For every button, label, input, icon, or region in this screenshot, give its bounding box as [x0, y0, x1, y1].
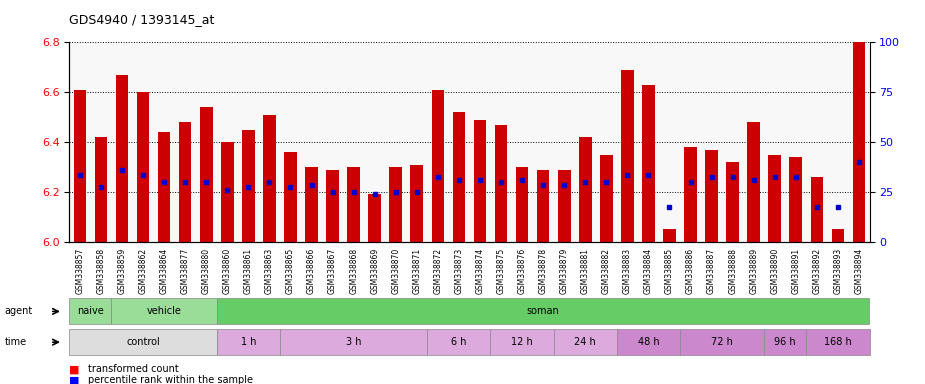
Text: GDS4940 / 1393145_at: GDS4940 / 1393145_at [69, 13, 215, 26]
Bar [495, 125, 507, 242]
Text: transformed count: transformed count [88, 364, 179, 374]
Bar [663, 230, 676, 242]
Bar [347, 167, 360, 242]
Bar [747, 122, 760, 242]
Text: time: time [5, 337, 27, 347]
Text: 168 h: 168 h [824, 337, 852, 347]
Bar [242, 130, 254, 242]
Bar [368, 194, 381, 242]
Text: 72 h: 72 h [711, 337, 733, 347]
Text: agent: agent [5, 306, 33, 316]
Bar [684, 147, 697, 242]
Bar [579, 137, 592, 242]
Text: 12 h: 12 h [512, 337, 533, 347]
Bar [474, 120, 487, 242]
Text: vehicle: vehicle [147, 306, 181, 316]
Text: ■: ■ [69, 364, 80, 374]
Text: percentile rank within the sample: percentile rank within the sample [88, 375, 253, 384]
Bar [432, 90, 444, 242]
Bar [327, 170, 339, 242]
Bar [558, 170, 571, 242]
Bar [94, 137, 107, 242]
Bar [284, 152, 297, 242]
Bar [158, 132, 170, 242]
Bar [705, 150, 718, 242]
Bar [389, 167, 402, 242]
Bar [221, 142, 234, 242]
Text: 3 h: 3 h [346, 337, 362, 347]
Bar [726, 162, 739, 242]
Bar [790, 157, 802, 242]
Bar [179, 122, 191, 242]
Bar [536, 170, 549, 242]
Bar [810, 177, 823, 242]
Bar [74, 90, 86, 242]
Text: 24 h: 24 h [574, 337, 596, 347]
Bar [853, 17, 865, 242]
Text: control: control [126, 337, 160, 347]
Bar [411, 165, 423, 242]
Bar [137, 92, 149, 242]
Text: 48 h: 48 h [637, 337, 660, 347]
Bar [200, 107, 213, 242]
Bar [116, 75, 129, 242]
Bar [305, 167, 318, 242]
Text: ■: ■ [69, 375, 80, 384]
Bar [769, 155, 781, 242]
Bar [452, 112, 465, 242]
Text: 96 h: 96 h [774, 337, 796, 347]
Bar [600, 155, 612, 242]
Text: naive: naive [77, 306, 104, 316]
Bar [263, 115, 276, 242]
Text: 6 h: 6 h [451, 337, 466, 347]
Bar [642, 85, 655, 242]
Bar [832, 230, 845, 242]
Text: soman: soman [526, 306, 560, 316]
Bar [516, 167, 528, 242]
Text: 1 h: 1 h [240, 337, 256, 347]
Bar [621, 70, 634, 242]
